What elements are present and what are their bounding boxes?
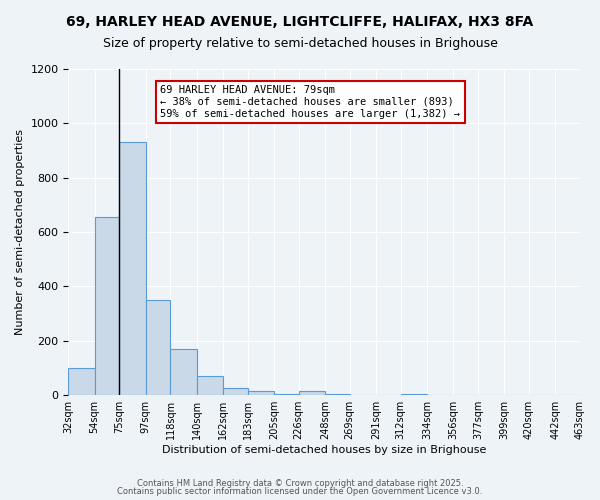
Bar (197, 376, 223, 395)
Text: 69 HARLEY HEAD AVENUE: 79sqm
← 38% of semi-detached houses are smaller (893)
59%: 69 HARLEY HEAD AVENUE: 79sqm ← 38% of se… (160, 86, 460, 118)
Bar (274, 394, 299, 395)
Bar (68, 368, 95, 395)
Text: Contains public sector information licensed under the Open Government Licence v3: Contains public sector information licen… (118, 487, 482, 496)
Bar (299, 391, 325, 395)
Bar (325, 394, 350, 395)
Bar (401, 394, 427, 395)
X-axis label: Distribution of semi-detached houses by size in Brighouse: Distribution of semi-detached houses by … (162, 445, 487, 455)
Text: 69, HARLEY HEAD AVENUE, LIGHTCLIFFE, HALIFAX, HX3 8FA: 69, HARLEY HEAD AVENUE, LIGHTCLIFFE, HAL… (67, 15, 533, 29)
Bar (223, 388, 248, 395)
Y-axis label: Number of semi-detached properties: Number of semi-detached properties (15, 129, 25, 335)
Bar (95, 217, 119, 395)
Bar (248, 391, 274, 395)
Bar (170, 349, 197, 395)
Bar (146, 300, 170, 395)
Text: Contains HM Land Registry data © Crown copyright and database right 2025.: Contains HM Land Registry data © Crown c… (137, 478, 463, 488)
Bar (119, 142, 146, 395)
Text: Size of property relative to semi-detached houses in Brighouse: Size of property relative to semi-detach… (103, 38, 497, 51)
